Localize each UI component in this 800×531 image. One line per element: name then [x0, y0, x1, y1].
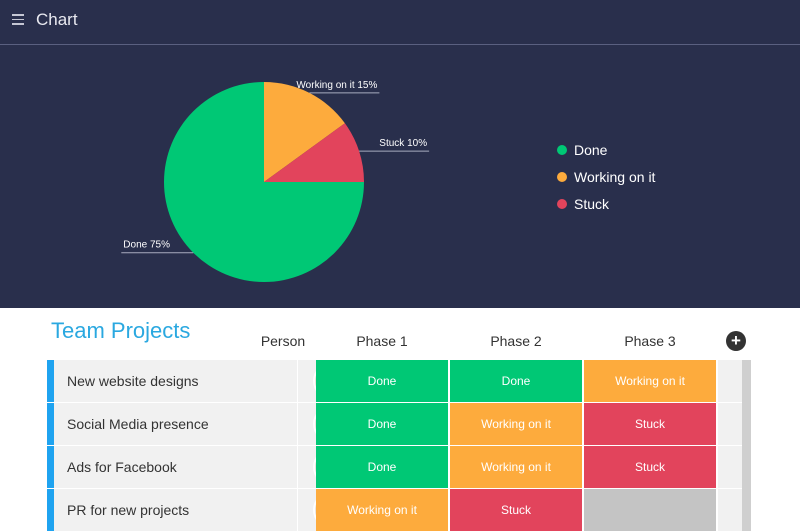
legend-dot-done: [557, 144, 567, 155]
legend-label-working: Working on it: [574, 168, 656, 185]
status-cell-phase-1[interactable]: Done: [316, 403, 448, 445]
chart-legend: Done Working on it Stuck: [557, 136, 655, 217]
plus-circle-icon[interactable]: +: [726, 331, 746, 351]
pie-data-label: Working on it 15%: [296, 80, 377, 91]
row-end-cell: [718, 489, 743, 531]
table-row: New website designs Done Done Working on…: [47, 360, 753, 402]
pie-slice-stuck[interactable]: [264, 123, 364, 182]
row-color-bar: [47, 360, 54, 402]
column-header-phase-3[interactable]: Phase 3: [624, 333, 676, 349]
status-cell-phase-2[interactable]: Stuck: [450, 489, 582, 531]
row-end-cell: [718, 403, 743, 445]
pie-chart: Working on it 15% Stuck 10% Done 75%: [121, 80, 430, 282]
status-cell-phase-3[interactable]: [584, 489, 716, 531]
hamburger-menu-icon[interactable]: [12, 14, 24, 26]
row-color-bar: [47, 489, 54, 531]
row-color-bar: [47, 403, 54, 445]
row-name[interactable]: New website designs: [54, 360, 297, 402]
status-cell-phase-1[interactable]: Working on it: [316, 489, 448, 531]
table-row: Ads for Facebook Done Working on it Stuc…: [47, 446, 753, 488]
column-header-phase-2[interactable]: Phase 2: [490, 333, 542, 349]
status-cell-phase-2[interactable]: Working on it: [450, 446, 582, 488]
chart-header: Chart: [0, 0, 800, 45]
status-cell-phase-3[interactable]: Stuck: [584, 446, 716, 488]
pie-slice-working-on-it[interactable]: [264, 82, 345, 182]
status-cell-phase-3[interactable]: Stuck: [584, 403, 716, 445]
row-name[interactable]: Ads for Facebook: [54, 446, 297, 488]
legend-item-stuck[interactable]: Stuck: [557, 190, 655, 217]
legend-label-stuck: Stuck: [574, 195, 610, 212]
scrollbar[interactable]: [742, 360, 751, 531]
pie-slice-done[interactable]: [164, 82, 364, 282]
status-cell-phase-1[interactable]: Done: [316, 360, 448, 402]
status-cell-phase-2[interactable]: Working on it: [450, 403, 582, 445]
legend-label-done: Done: [574, 141, 608, 158]
legend-item-working[interactable]: Working on it: [557, 163, 655, 190]
row-color-bar: [47, 446, 54, 488]
pie-data-label: Stuck 10%: [379, 138, 427, 149]
column-header-person[interactable]: Person: [260, 333, 306, 349]
chart-panel: Chart Working on it 15% Stuck 10% Done 75%…: [0, 0, 800, 308]
table-row: Social Media presence Done Working on it…: [47, 403, 753, 445]
table-row: PR for new projects Working on it Stuck: [47, 489, 753, 531]
row-name[interactable]: PR for new projects: [54, 489, 297, 531]
row-end-cell: [718, 360, 743, 402]
pie-data-label: Done 75%: [123, 240, 170, 251]
status-cell-phase-2[interactable]: Done: [450, 360, 582, 402]
row-end-cell: [718, 446, 743, 488]
row-name[interactable]: Social Media presence: [54, 403, 297, 445]
status-cell-phase-3[interactable]: Working on it: [584, 360, 716, 402]
chart-title: Chart: [36, 10, 78, 29]
column-header-phase-1[interactable]: Phase 1: [356, 333, 408, 349]
board-title: Team Projects: [51, 318, 191, 343]
status-cell-phase-1[interactable]: Done: [316, 446, 448, 488]
legend-item-done[interactable]: Done: [557, 136, 655, 163]
legend-dot-stuck: [557, 198, 567, 209]
legend-dot-working: [557, 171, 567, 182]
